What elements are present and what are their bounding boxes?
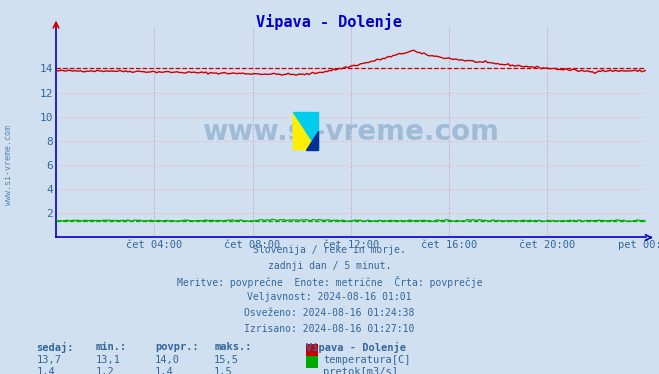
Text: Veljavnost: 2024-08-16 01:01: Veljavnost: 2024-08-16 01:01	[247, 292, 412, 302]
Text: Slovenija / reke in morje.: Slovenija / reke in morje.	[253, 245, 406, 255]
Text: 13,7: 13,7	[36, 355, 61, 365]
Text: 1,4: 1,4	[36, 367, 55, 374]
Text: povpr.:: povpr.:	[155, 342, 198, 352]
Text: sedaj:: sedaj:	[36, 342, 74, 353]
Polygon shape	[293, 112, 318, 150]
Text: min.:: min.:	[96, 342, 127, 352]
Text: 13,1: 13,1	[96, 355, 121, 365]
Text: www.si-vreme.com: www.si-vreme.com	[202, 118, 500, 146]
Text: 14,0: 14,0	[155, 355, 180, 365]
Text: 1,4: 1,4	[155, 367, 173, 374]
Text: 1,2: 1,2	[96, 367, 114, 374]
Text: maks.:: maks.:	[214, 342, 252, 352]
Text: Vipava - Dolenje: Vipava - Dolenje	[256, 13, 403, 30]
Text: 1,5: 1,5	[214, 367, 233, 374]
Text: Meritve: povprečne  Enote: metrične  Črta: povprečje: Meritve: povprečne Enote: metrične Črta:…	[177, 276, 482, 288]
Text: www.si-vreme.com: www.si-vreme.com	[4, 125, 13, 205]
Text: temperatura[C]: temperatura[C]	[323, 355, 411, 365]
Text: Vipava - Dolenje: Vipava - Dolenje	[306, 342, 407, 353]
Text: Izrisano: 2024-08-16 01:27:10: Izrisano: 2024-08-16 01:27:10	[244, 324, 415, 334]
Text: pretok[m3/s]: pretok[m3/s]	[323, 367, 398, 374]
Text: Osveženo: 2024-08-16 01:24:38: Osveženo: 2024-08-16 01:24:38	[244, 308, 415, 318]
Text: 15,5: 15,5	[214, 355, 239, 365]
Polygon shape	[293, 112, 318, 150]
Polygon shape	[306, 131, 318, 150]
Text: zadnji dan / 5 minut.: zadnji dan / 5 minut.	[268, 261, 391, 271]
